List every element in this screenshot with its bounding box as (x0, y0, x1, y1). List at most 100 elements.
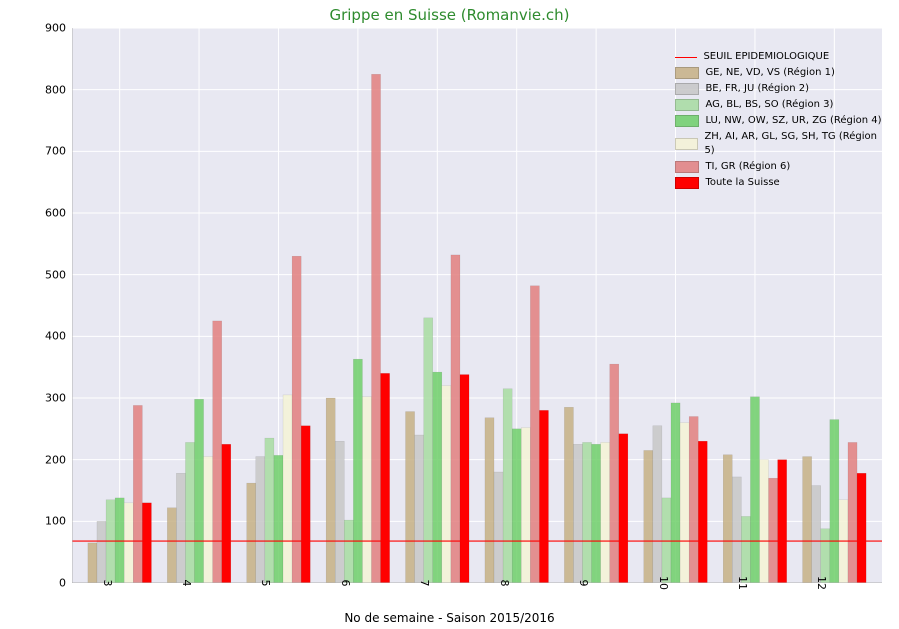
bar-r2-w9 (573, 444, 582, 583)
bar-r3-w6 (344, 520, 353, 583)
plot-area: 0100200300400500600700800900345678910111… (72, 28, 882, 583)
xtick-label: 5 (259, 580, 278, 587)
bar-r4-w12 (830, 420, 839, 583)
bar-r6-w3 (133, 405, 142, 583)
bar-r5-w6 (362, 397, 371, 583)
xtick-label: 4 (180, 580, 199, 587)
bar-all-w10 (698, 441, 707, 583)
bar-r2-w11 (732, 477, 741, 583)
xtick-label: 12 (815, 576, 834, 590)
bar-all-w9 (619, 434, 628, 583)
xtick-label: 9 (577, 580, 596, 587)
ytick-label: 300 (45, 392, 72, 405)
bar-r3-w10 (662, 498, 671, 583)
bar-r1-w9 (564, 407, 573, 583)
bar-r5-w3 (124, 503, 133, 583)
legend-r1: GE, NE, VD, VS (Région 1) (675, 66, 882, 80)
ytick-label: 100 (45, 515, 72, 528)
bar-r6-w10 (689, 417, 698, 584)
bar-r1-w8 (485, 418, 494, 583)
bar-r1-w4 (167, 508, 176, 583)
bar-r6-w5 (292, 256, 301, 583)
bar-r3-w5 (265, 438, 274, 583)
bar-r6-w8 (530, 286, 539, 583)
bar-r5-w7 (442, 386, 451, 583)
bar-r3-w8 (503, 389, 512, 583)
ytick-label: 900 (45, 22, 72, 35)
bar-r6-w6 (372, 74, 381, 583)
bar-r6-w11 (769, 478, 778, 583)
legend-all: Toute la Suisse (675, 176, 882, 190)
bar-r2-w10 (653, 426, 662, 583)
bar-r1-w5 (247, 483, 256, 583)
bar-r4-w11 (750, 397, 759, 583)
bar-r1-w3 (88, 543, 97, 583)
bar-r4-w5 (274, 455, 283, 583)
legend-r3: AG, BL, BS, SO (Région 3) (675, 98, 882, 112)
bar-r4-w9 (592, 444, 601, 583)
legend-r2: BE, FR, JU (Région 2) (675, 82, 882, 96)
bar-r6-w7 (451, 255, 460, 583)
xtick-label: 10 (657, 576, 676, 590)
bar-r3-w12 (821, 529, 830, 583)
legend-r6: TI, GR (Région 6) (675, 160, 882, 174)
flu-chart: Grippe en Suisse (Romanvie.ch) Consultat… (0, 0, 899, 629)
legend-label: GE, NE, VD, VS (Région 1) (705, 66, 834, 80)
legend-r4: LU, NW, OW, SZ, UR, ZG (Région 4) (675, 114, 882, 128)
bar-r6-w12 (848, 442, 857, 583)
legend-box-icon (675, 99, 699, 111)
bar-r2-w8 (494, 472, 503, 583)
bar-r3-w9 (583, 442, 592, 583)
ytick-label: 600 (45, 207, 72, 220)
bar-r1-w11 (723, 455, 732, 583)
bar-r4-w3 (115, 498, 124, 583)
legend-label: TI, GR (Région 6) (705, 160, 790, 174)
bar-r5-w10 (680, 423, 689, 583)
bar-all-w6 (381, 373, 390, 583)
legend-label: BE, FR, JU (Région 2) (705, 82, 809, 96)
xtick-label: 7 (418, 580, 437, 587)
bar-r1-w7 (406, 412, 415, 583)
legend-r5: ZH, AI, AR, GL, SG, SH, TG (Région 5) (675, 130, 882, 158)
x-axis-label: No de semaine - Saison 2015/2016 (0, 611, 899, 625)
legend-label: LU, NW, OW, SZ, UR, ZG (Région 4) (705, 114, 881, 128)
legend-box-icon (675, 161, 699, 173)
bar-r5-w5 (283, 395, 292, 583)
legend-label: Toute la Suisse (705, 176, 779, 190)
ytick-label: 400 (45, 330, 72, 343)
legend-box-icon (675, 115, 699, 127)
legend-box-icon (675, 67, 699, 79)
bar-r5-w11 (759, 460, 768, 583)
bar-all-w4 (222, 444, 231, 583)
bar-r5-w9 (601, 442, 610, 583)
ytick-label: 0 (59, 577, 72, 590)
bar-r5-w4 (204, 457, 213, 583)
bar-r1-w12 (803, 457, 812, 583)
bar-all-w3 (142, 503, 151, 583)
bar-r1-w10 (644, 450, 653, 583)
bar-r2-w5 (256, 457, 265, 583)
bar-all-w12 (857, 473, 866, 583)
bar-r4-w8 (512, 429, 521, 583)
bar-r4-w6 (353, 359, 362, 583)
bar-r2-w6 (335, 441, 344, 583)
legend-threshold: SEUIL EPIDEMIOLOGIQUE (675, 50, 882, 64)
bar-r4-w4 (195, 399, 204, 583)
bar-all-w11 (778, 460, 787, 583)
bar-r2-w12 (812, 486, 821, 583)
bar-r2-w7 (415, 435, 424, 583)
ytick-label: 200 (45, 453, 72, 466)
legend-label: ZH, AI, AR, GL, SG, SH, TG (Région 5) (704, 130, 882, 158)
bar-r3-w11 (741, 516, 750, 583)
ytick-label: 700 (45, 145, 72, 158)
xtick-label: 11 (736, 576, 755, 590)
bar-r4-w10 (671, 403, 680, 583)
bar-r6-w9 (610, 364, 619, 583)
legend-box-icon (675, 138, 698, 150)
xtick-label: 8 (498, 580, 517, 587)
xtick-label: 3 (101, 580, 120, 587)
bar-r2-w4 (176, 473, 185, 583)
ytick-label: 500 (45, 268, 72, 281)
legend-box-icon (675, 177, 699, 189)
bar-all-w8 (539, 410, 548, 583)
